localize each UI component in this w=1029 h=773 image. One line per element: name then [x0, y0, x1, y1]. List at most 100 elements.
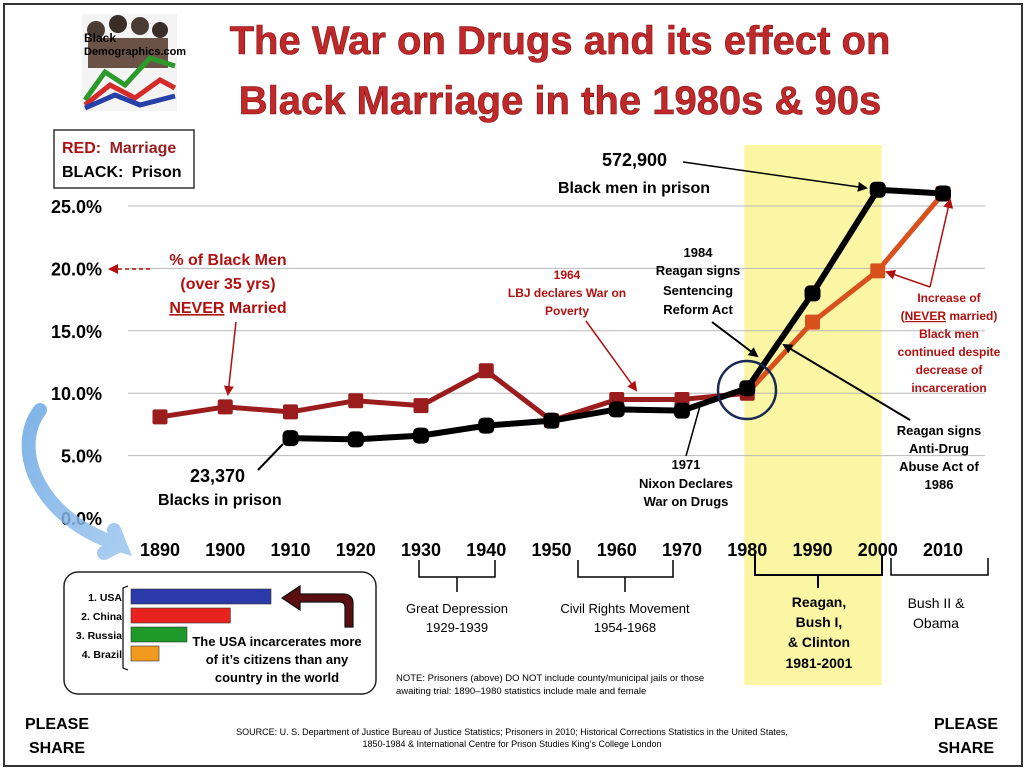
svg-text:Blacks in prison: Blacks in prison [158, 492, 282, 509]
era-bush-obama: Bush II & Obama [890, 558, 989, 631]
series-prison-segment [679, 385, 751, 414]
series-prison-segment [874, 186, 946, 197]
series-prison-point [935, 185, 951, 202]
arrow-icon [280, 584, 354, 628]
series-marriage-segment [483, 368, 554, 424]
series-marriage-point [283, 404, 298, 420]
x-tick-label: 1960 [597, 540, 637, 560]
series-marriage-segment [418, 368, 489, 409]
legend-black-label: Prison [132, 164, 182, 181]
svg-text:BLACK: Prison: BLACK: Prison [62, 164, 182, 181]
inset-bar [130, 588, 272, 605]
inset-bar [130, 607, 231, 624]
svg-text:1984: 1984 [684, 245, 714, 260]
share-left-2: SHARE [29, 740, 85, 757]
svg-text:Increase of: Increase of [917, 291, 981, 305]
series-marriage-point [870, 263, 886, 279]
series-prison-point [543, 412, 560, 429]
era-reagan-bush-clinton: Reagan, Bush I, & Clinton 1981-2001 [754, 555, 883, 671]
series-prison-segment [352, 432, 424, 443]
series-prison-point [347, 431, 364, 448]
svg-text:Anti-Drug: Anti-Drug [909, 441, 969, 456]
series-marriage-segment [157, 404, 228, 420]
series-marriage-point [413, 398, 429, 414]
inset-country-label: 4. Brazil [82, 649, 122, 661]
x-tick-label: 1890 [140, 540, 180, 560]
y-tick-label: 25.0% [51, 197, 102, 217]
annotation-reagan-1986: Reagan signs Anti-Drug Abuse Act of 1986 [782, 343, 982, 492]
series-prison-point [869, 181, 886, 198]
era-civil-rights: Civil Rights Movement 1954-1968 [560, 560, 690, 635]
svg-text:The USA incarcerates more: The USA incarcerates more [192, 634, 361, 649]
svg-text:Nixon Declares: Nixon Declares [639, 476, 733, 491]
svg-text:Black men in prison: Black men in prison [558, 180, 710, 197]
svg-text:(over 35 yrs): (over 35 yrs) [180, 276, 275, 293]
series-prison-segment [418, 422, 490, 439]
era-great-depression: Great Depression 1929-1939 [406, 560, 508, 635]
x-tick-label: 1920 [336, 540, 376, 560]
inset-country-label: 1. USA [88, 592, 122, 604]
inset-bar [130, 626, 188, 643]
inset-country-label: 3. Russia [76, 630, 122, 642]
svg-text:Bush II &: Bush II & [908, 595, 965, 611]
svg-text:1971: 1971 [672, 457, 701, 472]
series-marriage-point [152, 409, 168, 425]
title-line-1: The War on Drugs and its effect on [230, 19, 891, 63]
series [152, 181, 951, 448]
svg-text:Civil Rights Movement: Civil Rights Movement [560, 601, 690, 616]
inset-incarceration: 1. USA 2. China 3. Russia 4. Brazil The USA… [63, 571, 377, 695]
svg-text:1981-2001: 1981-2001 [786, 655, 853, 671]
series-prison-segment [548, 406, 620, 424]
series-marriage-segment [875, 191, 946, 274]
svg-text:LBJ declares War on: LBJ declares War on [508, 286, 626, 300]
svg-text:Reform Act: Reform Act [663, 302, 733, 317]
series-prison-point [674, 402, 690, 419]
x-tick-label: 1940 [466, 540, 506, 560]
y-tick-label: 15.0% [51, 322, 102, 342]
source-line-2: 1850-1984 & International Centre for Pri… [362, 739, 661, 749]
svg-text:NEVER Married: NEVER Married [169, 300, 286, 317]
logo-text-site: Demographics.com [84, 46, 186, 58]
svg-text:Reagan signs: Reagan signs [897, 423, 982, 438]
series-prison-segment [287, 435, 359, 443]
svg-text:Abuse Act of: Abuse Act of [899, 459, 979, 474]
logo: Black Demographics.com [82, 14, 186, 111]
note-line-1: NOTE: Prisoners (above) DO NOT include c… [396, 673, 704, 684]
svg-text:RED: Marriage: RED: Marriage [62, 140, 176, 157]
series-marriage-segment [288, 398, 359, 415]
highlight-circle [716, 359, 778, 421]
x-tick-label: 1980 [727, 540, 767, 560]
series-prison-segment [744, 290, 816, 392]
svg-text:continued despite: continued despite [898, 345, 1001, 359]
svg-text:1929-1939: 1929-1939 [426, 620, 488, 635]
svg-text:Sentencing: Sentencing [663, 283, 733, 298]
svg-text:1964: 1964 [554, 268, 581, 282]
legend-black-key: BLACK: [62, 164, 123, 181]
inset-bar [130, 645, 160, 662]
curved-arrow-icon [21, 403, 132, 560]
svg-text:country in the world: country in the world [215, 670, 339, 685]
svg-text:572,900: 572,900 [602, 150, 667, 170]
series-marriage-segment [353, 398, 424, 409]
source-line-1: SOURCE: U. S. Department of Justice Bure… [236, 727, 788, 737]
svg-text:1954-1968: 1954-1968 [594, 620, 656, 635]
reagan-era-highlight [744, 145, 882, 685]
legend: RED: Marriage BLACK: Prison [53, 129, 195, 189]
logo-text: Black [84, 31, 116, 45]
annotation-increase: Increase of (NEVER married) Black men co… [885, 198, 1001, 395]
annotation-reagan-1984: 1984 Reagan signs Sentencing Reform Act [656, 245, 759, 358]
share-left-1: PLEASE [25, 716, 89, 733]
svg-text:Great Depression: Great Depression [406, 601, 508, 616]
series-marriage-segment [222, 404, 293, 415]
x-tick-label: 1930 [401, 540, 441, 560]
series-prison-segment [483, 417, 555, 429]
x-tick-label: 2000 [858, 540, 898, 560]
svg-text:& Clinton: & Clinton [788, 634, 850, 650]
note-line-2: awaiting trial: 1890–1980 statistics inc… [396, 686, 646, 697]
series-marriage-point [478, 363, 494, 379]
svg-text:Poverty: Poverty [545, 304, 589, 318]
series-marriage-point [348, 393, 364, 409]
annotation-lbj: 1964 LBJ declares War on Poverty [508, 268, 638, 392]
inset-bracket [122, 585, 129, 671]
